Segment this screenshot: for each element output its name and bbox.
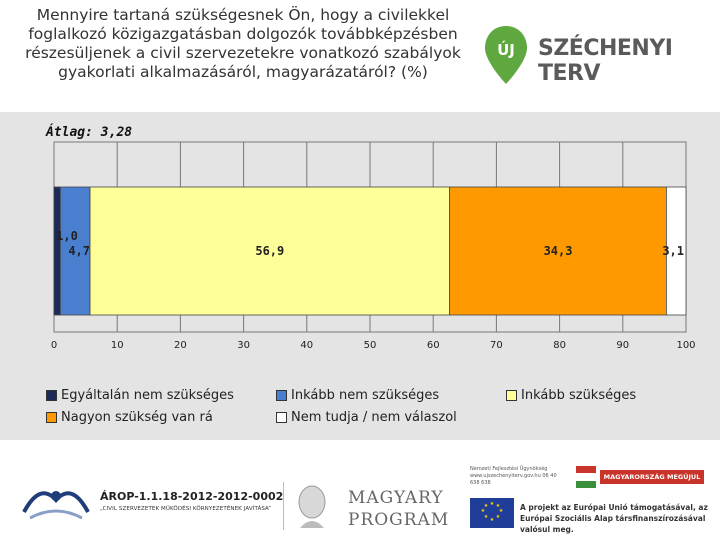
svg-text:★: ★	[484, 514, 489, 520]
hungarian-flag-icon	[576, 466, 596, 488]
eu-flag-icon: ★ ★★★ ★★★★	[470, 498, 514, 528]
divider	[283, 482, 284, 530]
x-tick-label: 70	[490, 340, 503, 351]
bar-segment	[89, 186, 451, 316]
x-tick-label: 0	[51, 340, 57, 351]
chart-bars	[53, 186, 687, 316]
legend-item: Inkább nem szükséges	[276, 388, 439, 403]
bar-segment	[53, 186, 61, 316]
bar-segment	[59, 186, 91, 316]
x-tick-label: 60	[427, 340, 440, 351]
x-tick-label: 10	[111, 340, 124, 351]
x-tick-label: 40	[300, 340, 313, 351]
nfu-text: Nemzeti Fejlesztési Ügynökség www.ujszec…	[470, 466, 557, 486]
x-tick-label: 30	[237, 340, 250, 351]
legend-item: Inkább szükséges	[506, 388, 636, 403]
magyary-title: MAGYARY	[348, 488, 444, 508]
logo-brand-text: SZÉCHENYI TERV	[538, 36, 673, 86]
svg-text:★: ★	[490, 517, 495, 523]
legend-label: Inkább szükséges	[521, 388, 637, 403]
legend-label: Egyáltalán nem szükséges	[61, 388, 234, 403]
eu-funding-text: A projekt az Európai Unió támogatásával,…	[520, 503, 708, 534]
svg-text:★: ★	[481, 508, 486, 514]
logo-short-text: ÚJ	[497, 40, 515, 59]
chart-legend: Egyáltalán nem szükséges Inkább nem szük…	[46, 388, 716, 428]
x-tick-label: 80	[553, 340, 566, 351]
data-label: 34,3	[544, 244, 573, 258]
x-tick-label: 100	[676, 340, 695, 351]
svg-text:★: ★	[496, 514, 501, 520]
uj-szechenyi-terv-logo: ÚJ SZÉCHENYI TERV	[478, 18, 713, 88]
legend-swatch	[276, 412, 287, 423]
data-label: 4,7	[68, 244, 90, 258]
data-label: 3,1	[662, 244, 684, 258]
program-title: PROGRAM	[348, 510, 450, 530]
average-label: Átlag: 3,28	[46, 125, 133, 140]
legend-item: Egyáltalán nem szükséges	[46, 388, 234, 403]
legend-item: Nagyon szükség van rá	[46, 410, 213, 425]
magyarorszag-megujul-logo: MAGYARORSZÁG MEGÚJUL	[576, 466, 706, 488]
svg-text:★: ★	[496, 503, 501, 509]
arop-subtitle: „CIVIL SZERVEZETEK MŰKÖDÉSI KÖRNYEZETÉNE…	[100, 506, 272, 512]
legend-swatch	[46, 412, 57, 423]
bar-segment	[666, 186, 687, 316]
arop-title: ÁROP-1.1.18-2012-2012-0002	[100, 490, 284, 503]
portrait-icon	[298, 485, 326, 528]
svg-text:★: ★	[490, 501, 495, 507]
footer-logos: ÁROP-1.1.18-2012-2012-0002 „CIVIL SZERVE…	[0, 458, 720, 540]
legend-label: Inkább nem szükséges	[291, 388, 440, 403]
stacked-bar-chart: 1,04,7 56,9 34,3 3,1 0 10 20 30 40 50 60 70 80 90 100	[51, 141, 696, 351]
data-label: 1,0	[56, 229, 78, 243]
x-tick-label: 20	[174, 340, 187, 351]
legend-swatch	[46, 390, 57, 401]
arop-emblem-icon	[22, 491, 90, 520]
legend-swatch	[276, 390, 287, 401]
legend-item: Nem tudja / nem válaszol	[276, 410, 457, 425]
x-tick-label: 90	[616, 340, 629, 351]
bar-segment	[449, 186, 667, 316]
svg-text:★: ★	[499, 508, 504, 514]
data-label: 56,9	[255, 244, 284, 258]
legend-label: Nagyon szükség van rá	[61, 410, 213, 425]
map-pin-icon: ÚJ	[485, 26, 527, 84]
legend-label: Nem tudja / nem válaszol	[291, 410, 457, 425]
chart-data-labels: 1,04,7 56,9 34,3 3,1	[56, 229, 684, 258]
legend-swatch	[506, 390, 517, 401]
chart-tick-labels: 0 10 20 30 40 50 60 70 80 90 100	[51, 340, 696, 351]
chart-title: Mennyire tartaná szükségesnek Ön, hogy a…	[25, 6, 461, 81]
megujul-label: MAGYARORSZÁG MEGÚJUL	[600, 470, 704, 484]
x-tick-label: 50	[364, 340, 377, 351]
svg-text:★: ★	[484, 503, 489, 509]
